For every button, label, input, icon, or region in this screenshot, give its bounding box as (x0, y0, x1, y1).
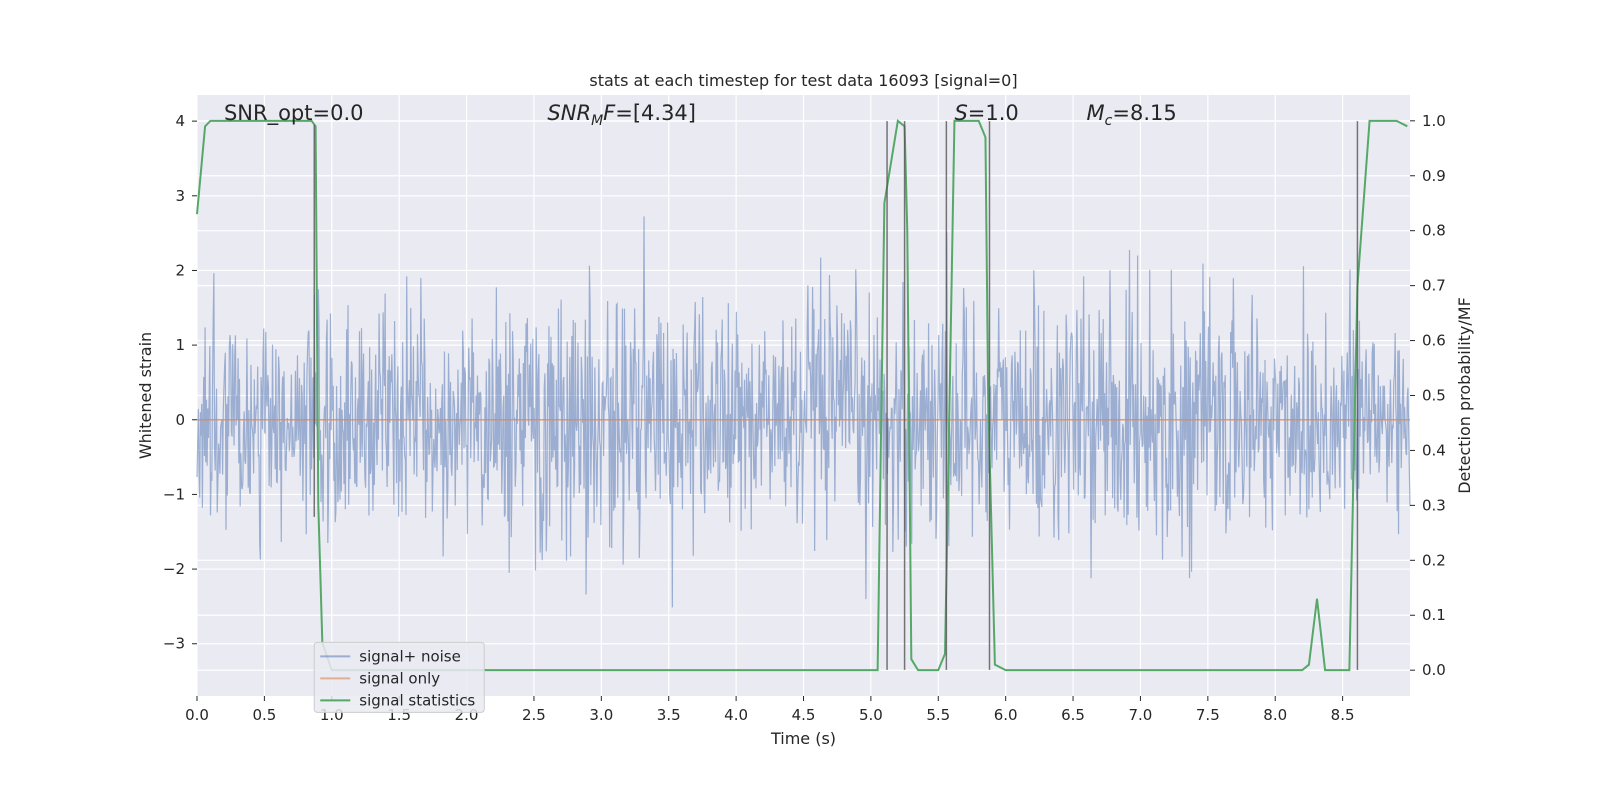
x-tick-label: 5.5 (926, 706, 950, 724)
y-tick-label: −2 (163, 560, 185, 578)
x-tick-label: 2.5 (522, 706, 546, 724)
series-line-signal-noise (196, 216, 1411, 608)
annotation-text: SNRMF=[4.34] (547, 101, 696, 129)
y-tick-label: 3 (175, 187, 185, 205)
legend-label: signal+ noise (359, 647, 461, 665)
series-signal-noise (196, 216, 1411, 608)
y-tick-label: 4 (175, 112, 185, 130)
legend: signal+ noise signal only signal statistic… (313, 641, 485, 713)
y-tick-label: −3 (163, 635, 185, 653)
x-tick-label: 8.5 (1331, 706, 1355, 724)
legend-box (313, 641, 485, 713)
y-right-tick-label: 0.7 (1422, 277, 1446, 295)
x-tick-label: 6.0 (994, 706, 1018, 724)
annotation-text: S=1.0 (954, 101, 1018, 125)
y-right-tick-label: 1.0 (1422, 112, 1446, 130)
y-right-tick-label: 0.5 (1422, 387, 1446, 405)
x-tick-label: 7.5 (1196, 706, 1220, 724)
y-tick-label: 2 (175, 261, 185, 279)
y-right-tick-label: 0.3 (1422, 496, 1446, 514)
legend-label: signal only (359, 669, 440, 687)
x-tick-label: 6.5 (1061, 706, 1085, 724)
series-lines (196, 118, 1410, 672)
annotation-text: Mc=8.15 (1087, 101, 1177, 129)
y-axis-label-right: Detection probability/MF (1455, 297, 1474, 494)
annotations: SNR_opt=0.0 SNRMF=[4.34] S=1.0 Mc=8.15 (224, 101, 1177, 129)
x-tick-label: 5.0 (859, 706, 883, 724)
x-tick-label: 8.0 (1263, 706, 1287, 724)
vertical-markers (313, 121, 1359, 670)
y-right-tick-label: 0.8 (1422, 222, 1446, 240)
y-right-tick-label: 0.9 (1422, 167, 1446, 185)
series-line-signal-statistics (196, 118, 1408, 672)
y-right-tick-label: 0.0 (1422, 661, 1446, 679)
x-axis-label: Time (s) (770, 729, 836, 748)
y-tick-label: 0 (175, 411, 185, 429)
legend-label: signal statistics (359, 691, 475, 709)
y-right-tick-label: 0.1 (1422, 606, 1446, 624)
x-tick-label: 3.5 (657, 706, 681, 724)
y-tick-label: −1 (163, 485, 185, 503)
y-tick-label: 1 (175, 336, 185, 354)
x-tick-label: 4.0 (724, 706, 748, 724)
x-tick-label: 7.0 (1129, 706, 1153, 724)
y-axis-label: Whitened strain (136, 332, 155, 459)
axes: 0.0 0.5 1.0 1.5 2.0 2.5 3.0 3.5 4.0 4.5 5.0 5.5 6.0 6… (163, 112, 1446, 724)
chart-title: stats at each timestep for test data 160… (589, 71, 1017, 90)
x-tick-label: 4.5 (792, 706, 816, 724)
x-tick-label: 0.5 (252, 706, 276, 724)
y-right-tick-label: 0.6 (1422, 332, 1446, 350)
annotation-text: SNR_opt=0.0 (224, 101, 364, 126)
x-tick-label: 0.0 (185, 706, 209, 724)
y-right-tick-label: 0.4 (1422, 441, 1446, 459)
y-right-tick-label: 0.2 (1422, 551, 1446, 569)
x-tick-label: 3.0 (589, 706, 613, 724)
